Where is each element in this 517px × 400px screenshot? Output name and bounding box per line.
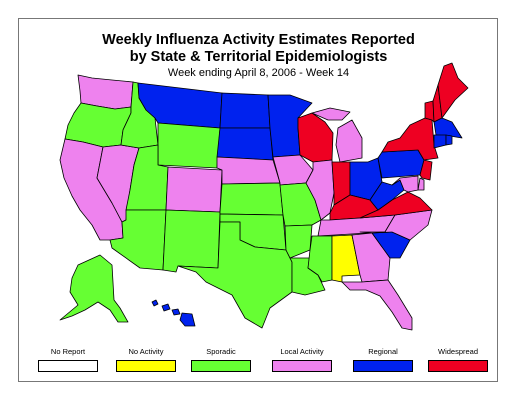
state-FL[interactable] [341,279,413,331]
legend-widespread: Widespread [418,347,498,372]
state-HI-1[interactable] [151,299,159,307]
state-TX[interactable] [177,221,293,329]
legend-local-activity: Local Activity [262,347,342,372]
state-NJ[interactable] [419,159,433,181]
legend-regional: Regional [343,347,423,372]
state-MI[interactable] [335,119,363,163]
state-MI-UP[interactable] [311,107,351,121]
state-RI[interactable] [445,134,453,146]
legend-label: Widespread [437,347,479,356]
legend-no-activity: No Activity [106,347,186,372]
legend-swatch-regional [353,360,413,372]
state-HI-2[interactable] [161,303,171,312]
legend-label: Regional [368,347,398,356]
legend-no-report: No Report [28,347,108,372]
state-HI-3[interactable] [171,308,181,316]
legend-label: Local Activity [280,347,324,356]
state-CT[interactable] [433,134,447,149]
state-WI[interactable] [297,112,334,163]
legend-swatch-local-activity [272,360,332,372]
legend-label: Sporadic [206,347,236,356]
legend-swatch-no-activity [116,360,176,372]
state-PA[interactable] [377,149,425,179]
state-CO[interactable] [165,166,223,213]
title-line-2: by State & Territorial Epidemiologists [129,49,388,65]
legend-swatch-sporadic [191,360,251,372]
title-line-1: Weekly Influenza Activity Estimates Repo… [102,32,415,48]
state-ND[interactable] [219,92,271,129]
state-MD[interactable] [391,175,419,193]
state-VT[interactable] [424,100,435,123]
state-WY[interactable] [157,122,221,169]
state-NM[interactable] [162,209,221,273]
legend-label: No Activity [128,347,164,356]
legend-label: No Report [50,347,86,356]
legend-swatch-no-report [38,360,98,372]
legend-sporadic: Sporadic [181,347,261,372]
legend-swatch-widespread [428,360,488,372]
state-SD[interactable] [216,127,274,161]
state-NE[interactable] [216,156,281,185]
state-DE[interactable] [417,177,425,191]
state-HI-4[interactable] [179,312,196,327]
state-ME[interactable] [437,62,469,119]
state-AK[interactable] [59,254,129,323]
map-subtitle: Week ending April 8, 2006 - Week 14 [167,67,350,79]
state-NC[interactable] [359,209,433,241]
state-AR[interactable] [284,224,313,259]
state-KS[interactable] [219,182,284,216]
map-title: Weekly Influenza Activity Estimates Repo… [0,32,517,66]
